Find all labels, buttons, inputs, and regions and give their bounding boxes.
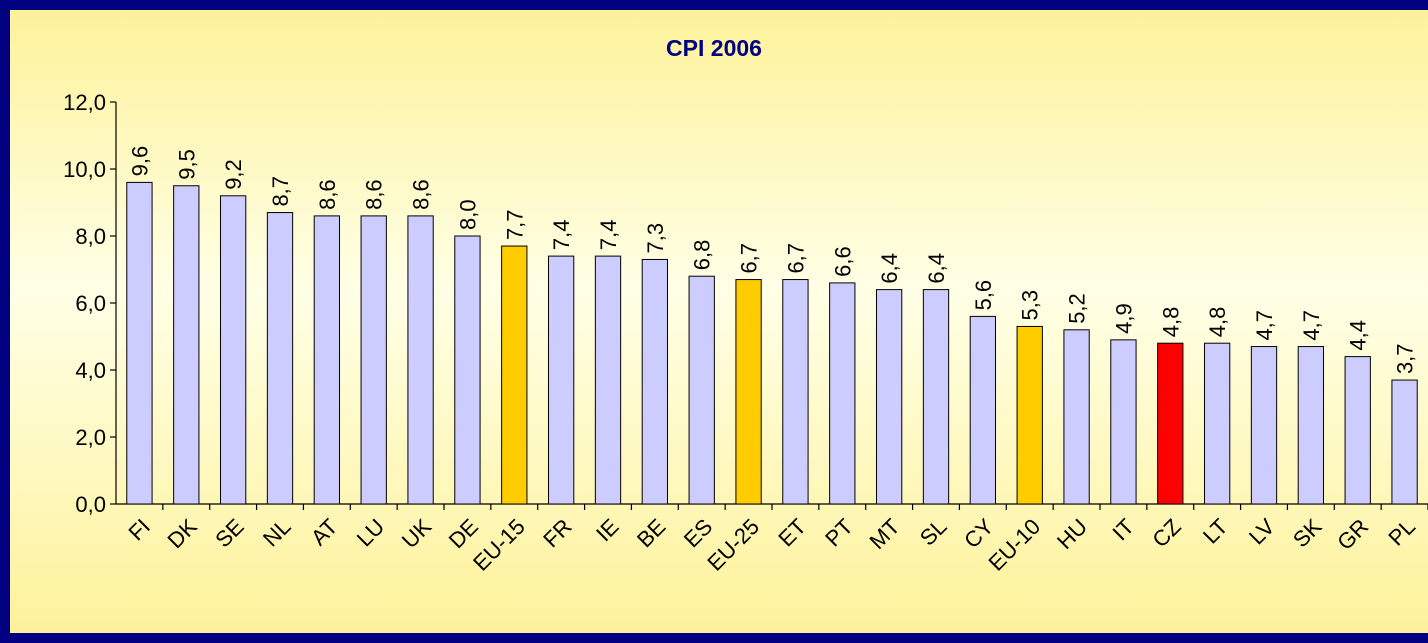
value-label: 4,7: [1252, 310, 1277, 341]
value-label: 8,6: [409, 179, 434, 210]
value-label: 4,9: [1111, 303, 1136, 334]
bar: [688, 275, 715, 505]
value-label: 4,4: [1346, 320, 1371, 351]
value-label: 7,7: [502, 209, 527, 240]
value-label: 5,3: [1018, 290, 1043, 321]
bar: [1297, 346, 1325, 505]
value-label: 6,8: [690, 240, 715, 271]
bar: [594, 255, 622, 505]
y-tick-label: 4,0: [75, 358, 106, 383]
bar: [407, 215, 434, 505]
y-tick-label: 2,0: [75, 425, 106, 450]
bar: [1391, 379, 1418, 505]
bar: [1203, 342, 1231, 505]
bar: [501, 245, 528, 505]
bar: [1344, 356, 1371, 505]
value-label: 7,4: [596, 220, 621, 251]
value-label: 6,4: [924, 253, 949, 284]
bar: [219, 195, 247, 505]
value-label: 8,0: [455, 199, 480, 230]
bar: [454, 235, 481, 505]
value-label: 4,8: [1158, 307, 1183, 338]
value-label: 8,6: [362, 179, 387, 210]
bar: [266, 212, 294, 505]
bar: [969, 315, 997, 505]
value-label: 9,6: [127, 146, 152, 177]
y-tick-label: 6,0: [75, 291, 106, 316]
y-tick-label: 12,0: [63, 90, 106, 115]
value-label: 7,3: [643, 223, 668, 254]
value-label: 6,6: [830, 246, 855, 277]
bar: [313, 215, 341, 505]
value-label: 8,7: [268, 176, 293, 207]
value-label: 8,6: [315, 179, 340, 210]
value-label: 6,7: [737, 243, 762, 274]
value-label: 6,4: [877, 253, 902, 284]
value-label: 3,7: [1393, 343, 1418, 374]
value-label: 6,7: [783, 243, 808, 274]
bar: [641, 258, 669, 505]
bar: [922, 289, 950, 505]
bar: [547, 255, 575, 505]
y-tick-label: 8,0: [75, 224, 106, 249]
bar: [1016, 325, 1043, 505]
bar: [829, 282, 856, 505]
bar: [782, 279, 809, 505]
panel: [10, 10, 1428, 633]
value-label: 9,2: [221, 159, 246, 190]
value-label: 7,4: [549, 220, 574, 251]
value-label: 9,5: [174, 149, 199, 180]
bar: [735, 279, 762, 505]
bar: [173, 185, 200, 505]
chart-title: CPI 2006: [666, 35, 762, 61]
value-label: 4,7: [1299, 310, 1324, 341]
bar: [1250, 346, 1278, 505]
value-label: 5,2: [1065, 293, 1090, 324]
bar: [126, 181, 153, 505]
bar: [360, 215, 387, 505]
value-label: 4,8: [1205, 307, 1230, 338]
bar: [1110, 339, 1137, 505]
bar: [875, 289, 903, 505]
bar: [1063, 329, 1090, 505]
bar: [1157, 342, 1184, 505]
y-tick-label: 10,0: [63, 157, 106, 182]
y-tick-label: 0,0: [75, 492, 106, 517]
value-label: 5,6: [971, 280, 996, 311]
